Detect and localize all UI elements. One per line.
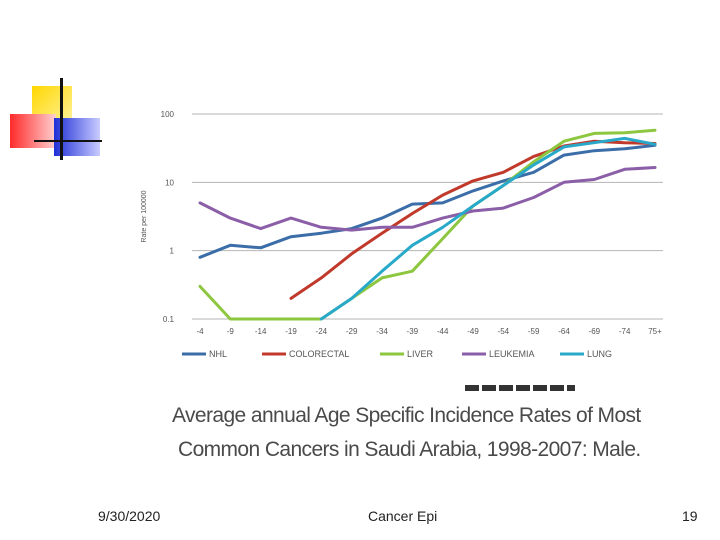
series-line-colorectal: [289, 139, 657, 300]
x-tick-label: -64: [558, 327, 570, 336]
x-tick-label: -39: [407, 327, 419, 336]
x-tick-label: 75+: [648, 327, 662, 336]
x-tick-label: -24: [316, 327, 328, 336]
x-tick-label: -9: [227, 327, 235, 336]
footer-date: 9/30/2020: [98, 508, 161, 524]
x-tick-label: -4: [196, 327, 204, 336]
legend-label: LUNG: [587, 349, 612, 359]
x-tick-label: -69: [589, 327, 601, 336]
line-chart: 100 10 1 0.1 Rate per 100000 -4 -9 -14 -19 -24 -29…: [141, 110, 663, 359]
footer-page-number: 19: [682, 508, 698, 524]
x-tick-label: -74: [619, 327, 631, 336]
legend-label: NHL: [209, 349, 227, 359]
decor-vertical-line: [60, 78, 63, 160]
series-line-leukemia: [198, 166, 657, 232]
caption-fragment: [465, 385, 575, 391]
x-tick-label: -44: [437, 327, 449, 336]
x-tick-label: -29: [346, 327, 358, 336]
y-tick-label: 10: [165, 178, 174, 187]
legend-label: LEUKEMIA: [489, 349, 535, 359]
caption-line-2: Common Cancers in Saudi Arabia, 1998-200…: [178, 438, 641, 461]
caption-line-1: Average annual Age Specific Incidence Ra…: [172, 404, 641, 427]
x-tick-label: -49: [467, 327, 479, 336]
x-tick-label: -34: [376, 327, 388, 336]
series-line-nhl: [198, 143, 657, 259]
decor-red-square: [10, 114, 56, 148]
series-line-liver: [198, 128, 657, 321]
legend-label: LIVER: [407, 349, 434, 359]
y-tick-label: 1: [170, 247, 175, 256]
x-tick-label: -59: [528, 327, 540, 336]
y-tick-label: 0.1: [163, 315, 175, 324]
footer-title: Cancer Epi: [368, 508, 438, 524]
y-axis-label: Rate per 100000: [141, 190, 148, 242]
series-line-lung: [319, 136, 657, 321]
x-tick-label: -54: [498, 327, 510, 336]
decor-horizontal-line: [34, 140, 102, 142]
legend-label: COLORECTAL: [289, 349, 349, 359]
x-tick-label: -19: [285, 327, 297, 336]
x-tick-label: -14: [255, 327, 267, 336]
y-tick-label: 100: [161, 110, 175, 119]
